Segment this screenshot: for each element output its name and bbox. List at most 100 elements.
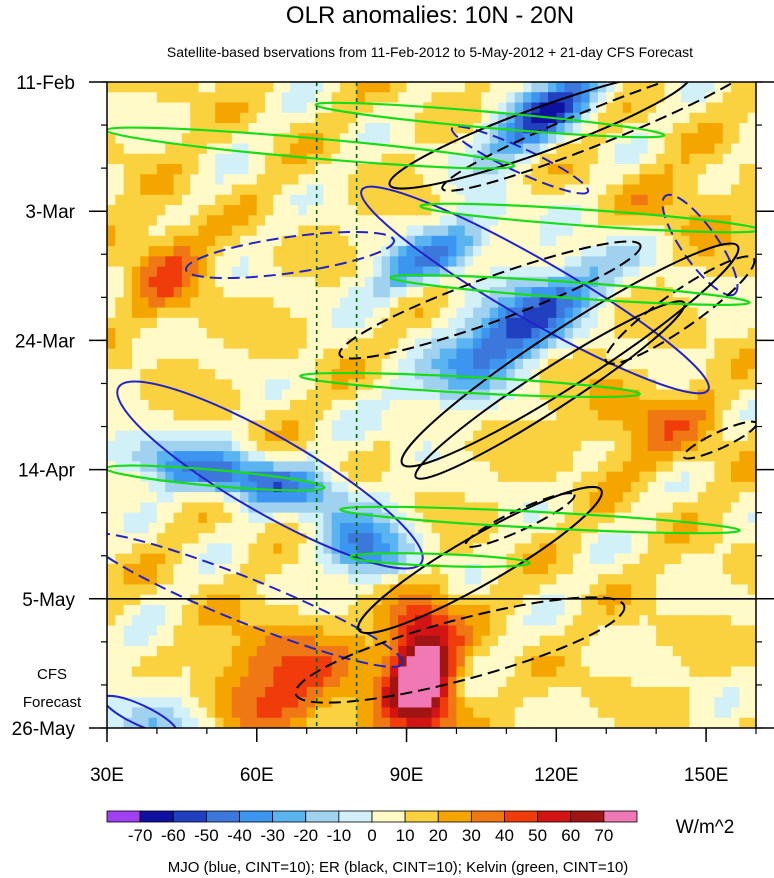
heatmap-cell: [373, 215, 383, 227]
heatmap-cell: [148, 563, 158, 575]
heatmap-cell: [597, 461, 607, 473]
heatmap-cell: [223, 143, 233, 155]
heatmap-cell: [165, 389, 175, 401]
heatmap-cell: [364, 369, 374, 380]
heatmap-cell: [240, 276, 250, 288]
heatmap-cell: [423, 604, 433, 616]
heatmap-cell: [148, 635, 158, 647]
heatmap-cell: [231, 348, 241, 360]
heatmap-cell: [281, 635, 291, 647]
heatmap-cell: [281, 266, 291, 278]
heatmap-cell: [539, 276, 549, 288]
heatmap-cell: [464, 553, 474, 565]
heatmap-cell: [431, 358, 441, 370]
heatmap-cell: [206, 697, 216, 709]
heatmap-cell: [248, 451, 258, 462]
heatmap-cell: [356, 471, 366, 483]
heatmap-cell: [356, 317, 366, 329]
heatmap-cell: [531, 553, 541, 565]
heatmap-cell: [456, 287, 466, 298]
heatmap-cell: [290, 102, 299, 114]
heatmap-cell: [564, 645, 574, 657]
mjo-contour: [184, 230, 396, 280]
heatmap-cell: [389, 256, 399, 268]
heatmap-cell: [364, 133, 374, 145]
heatmap-cell: [456, 594, 466, 606]
heatmap-cell: [148, 307, 158, 319]
heatmap-cell: [656, 512, 666, 524]
heatmap-cell: [107, 328, 116, 339]
heatmap-cell: [389, 287, 399, 298]
heatmap-cell: [498, 502, 507, 514]
heatmap-cell: [614, 625, 624, 637]
heatmap-cell: [206, 615, 216, 627]
heatmap-cell: [315, 625, 324, 637]
heatmap-cell: [506, 205, 516, 216]
heatmap-cell: [722, 553, 732, 565]
heatmap-cell: [514, 440, 524, 452]
heatmap-cell: [656, 235, 666, 247]
heatmap-cell: [156, 112, 166, 124]
heatmap-cell: [647, 676, 657, 688]
heatmap-cell: [498, 164, 507, 175]
heatmap-cell: [747, 656, 756, 668]
heatmap-cell: [622, 123, 632, 134]
heatmap-cell: [206, 92, 216, 104]
heatmap-cell: [115, 481, 125, 493]
heatmap-cell: [298, 194, 308, 206]
heatmap-cell: [564, 225, 574, 237]
heatmap-cell: [547, 502, 557, 514]
heatmap-cell: [731, 574, 740, 586]
heatmap-cell: [156, 266, 166, 278]
heatmap-cell: [273, 594, 283, 606]
heatmap-cell: [240, 266, 250, 278]
heatmap-cell: [473, 82, 483, 93]
heatmap-cell: [339, 676, 349, 688]
heatmap-cell: [473, 276, 483, 288]
heatmap-cell: [689, 604, 699, 616]
heatmap-cell: [298, 471, 308, 483]
heatmap-cell: [389, 82, 399, 93]
heatmap-cell: [398, 481, 408, 493]
heatmap-cell: [647, 164, 657, 175]
heatmap-cell: [323, 205, 333, 216]
heatmap-cell: [406, 297, 416, 309]
heatmap-cell: [523, 328, 532, 339]
heatmap-cell: [381, 184, 391, 196]
heatmap-cell: [315, 594, 324, 606]
heatmap-cell: [206, 676, 216, 688]
heatmap-cell: [622, 451, 632, 462]
heatmap-cell: [481, 574, 491, 586]
heatmap-cell: [572, 112, 582, 124]
heatmap-cell: [414, 574, 424, 586]
heatmap-cell: [398, 174, 408, 186]
heatmap-cell: [689, 461, 699, 473]
heatmap-cell: [523, 184, 532, 196]
heatmap-cell: [589, 451, 599, 462]
heatmap-cell: [315, 246, 324, 257]
heatmap-cell: [498, 358, 507, 370]
heatmap-cell: [248, 471, 258, 483]
heatmap-cell: [256, 256, 266, 268]
heatmap-cell: [464, 225, 474, 237]
heatmap-cell: [714, 430, 724, 442]
heatmap-cell: [431, 297, 441, 309]
heatmap-cell: [523, 379, 532, 391]
heatmap-cell: [481, 717, 491, 728]
heatmap-cell: [622, 246, 632, 257]
heatmap-cell: [323, 697, 333, 709]
heatmap-cell: [681, 235, 691, 247]
heatmap-cell: [190, 707, 200, 719]
heatmap-cell: [514, 102, 524, 114]
heatmap-cell: [672, 92, 682, 104]
heatmap-cell: [140, 379, 150, 391]
heatmap-cell: [190, 666, 200, 678]
heatmap-cell: [115, 205, 125, 216]
heatmap-cell: [148, 686, 158, 698]
heatmap-cell: [731, 656, 740, 668]
heatmap-cell: [473, 563, 483, 575]
heatmap-cell: [373, 112, 383, 124]
heatmap-cell: [681, 512, 691, 524]
heatmap-cell: [639, 533, 649, 545]
